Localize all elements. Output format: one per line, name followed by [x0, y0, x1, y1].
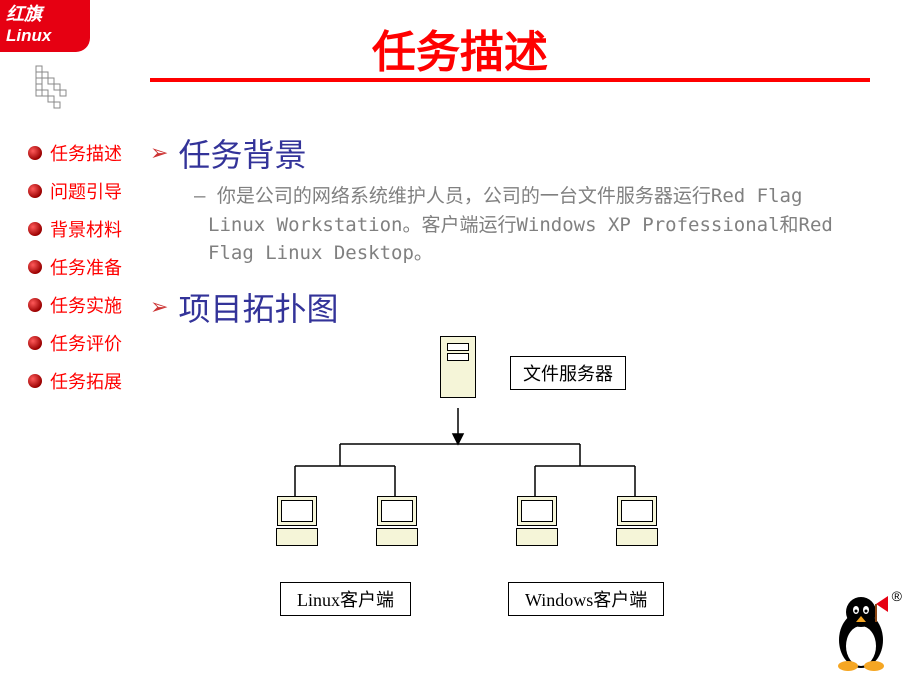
bullet-icon: [28, 184, 42, 198]
nav-item[interactable]: 任务准备: [28, 254, 138, 280]
cursor-icon: [30, 60, 90, 120]
nav-label: 任务准备: [50, 254, 122, 280]
windows-client-label: Windows客户端: [508, 582, 664, 616]
section-background-head: ➢ 任务背景: [150, 130, 870, 176]
nav-label: 任务评价: [50, 330, 122, 356]
brand-cn: 红旗: [6, 4, 84, 26]
bullet-icon: [28, 298, 42, 312]
monitor-icon: [617, 496, 657, 526]
page-title: 任务描述: [372, 16, 548, 80]
diagram-lines: [210, 336, 770, 616]
nav-item[interactable]: 问题引导: [28, 178, 138, 204]
triangle-bullet-icon: ➢: [150, 140, 168, 166]
nav-label: 背景材料: [50, 216, 122, 242]
nav-label: 任务描述: [50, 140, 122, 166]
section-topo-head: ➢ 项目拓扑图: [150, 284, 870, 330]
bullet-icon: [28, 336, 42, 350]
nav-item[interactable]: 任务拓展: [28, 368, 138, 394]
monitor-icon: [377, 496, 417, 526]
nav-item[interactable]: 任务实施: [28, 292, 138, 318]
nav-item[interactable]: 任务评价: [28, 330, 138, 356]
pc-base-icon: [376, 528, 418, 546]
nav-item[interactable]: 背景材料: [28, 216, 138, 242]
sidebar-nav: 任务描述 问题引导 背景材料 任务准备 任务实施 任务评价 任务拓展: [28, 140, 138, 406]
pc-node: [610, 496, 664, 554]
triangle-bullet-icon: ➢: [150, 294, 168, 320]
bullet-icon: [28, 260, 42, 274]
pc-base-icon: [516, 528, 558, 546]
bullet-icon: [28, 374, 42, 388]
topology-diagram: 文件服务器 Linux客户端 Windows客户端: [210, 336, 770, 616]
pc-node: [510, 496, 564, 554]
nav-item[interactable]: 任务描述: [28, 140, 138, 166]
bullet-icon: [28, 146, 42, 160]
section-title: 项目拓扑图: [178, 284, 338, 330]
pc-node: [370, 496, 424, 554]
brand-banner: 红旗 Linux: [0, 0, 90, 52]
pc-node: [270, 496, 324, 554]
nav-label: 任务实施: [50, 292, 122, 318]
server-label: 文件服务器: [510, 356, 626, 390]
section-body: 你是公司的网络系统维护人员，公司的一台文件服务器运行Red Flag Linux…: [194, 182, 870, 268]
main-content: ➢ 任务背景 你是公司的网络系统维护人员，公司的一台文件服务器运行Red Fla…: [150, 130, 870, 616]
brand-en: Linux: [6, 26, 84, 46]
nav-label: 问题引导: [50, 178, 122, 204]
penguin-mascot-icon: [826, 592, 896, 672]
linux-client-label: Linux客户端: [280, 582, 411, 616]
monitor-icon: [277, 496, 317, 526]
server-node: [440, 336, 484, 408]
pc-base-icon: [276, 528, 318, 546]
server-icon: [440, 336, 476, 398]
pc-base-icon: [616, 528, 658, 546]
section-title: 任务背景: [178, 130, 306, 176]
bullet-icon: [28, 222, 42, 236]
logo-area: 红旗 Linux: [0, 0, 110, 140]
monitor-icon: [517, 496, 557, 526]
title-underline: [150, 78, 870, 82]
nav-label: 任务拓展: [50, 368, 122, 394]
